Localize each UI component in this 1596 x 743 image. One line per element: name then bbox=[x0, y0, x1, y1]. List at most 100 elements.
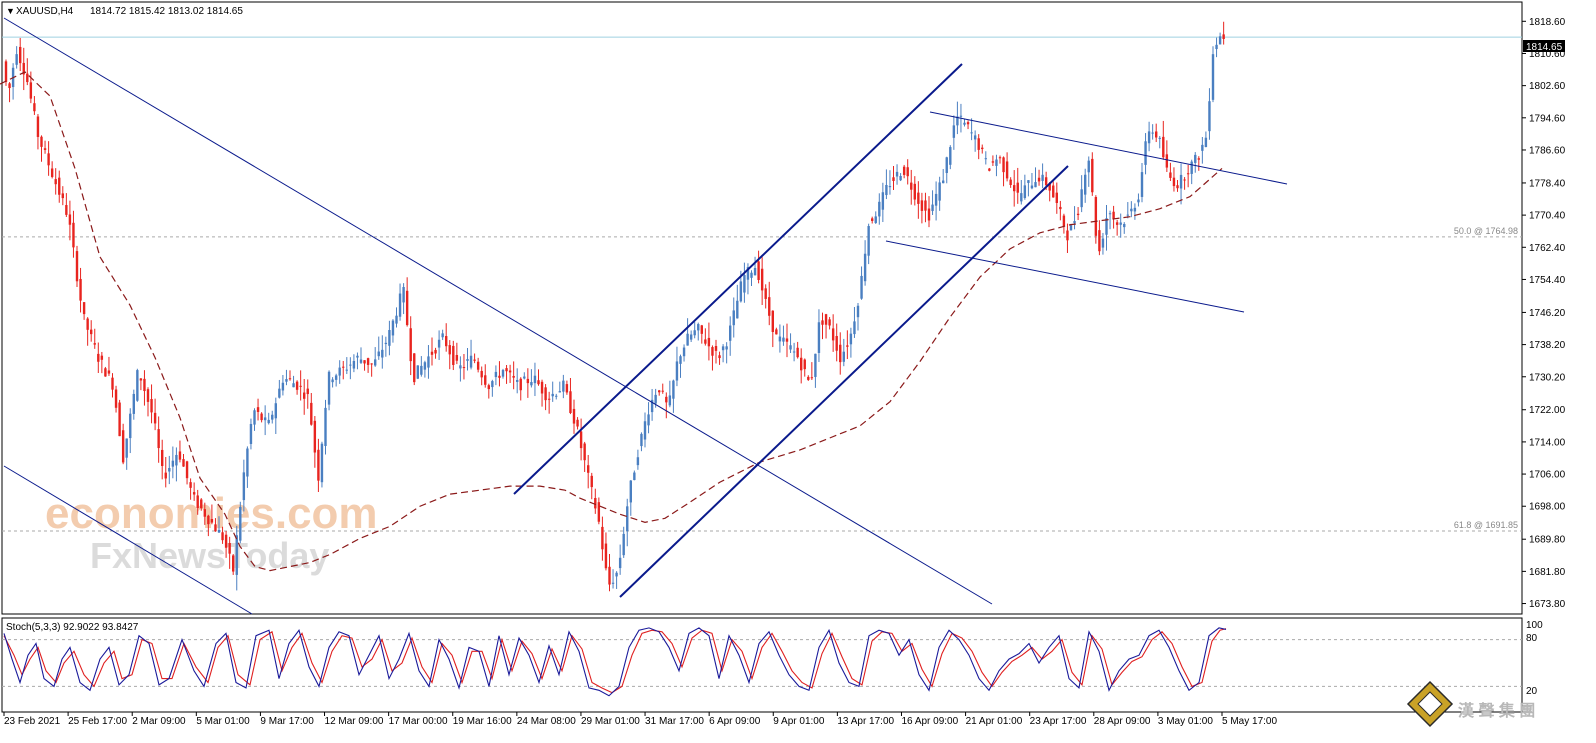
candle-body bbox=[327, 371, 331, 405]
watermark-economies: economies.com bbox=[45, 489, 378, 538]
y-tick-label: 1706.00 bbox=[1529, 470, 1566, 481]
candle-body bbox=[1140, 172, 1144, 197]
candle-body bbox=[516, 379, 519, 382]
candle-body bbox=[693, 330, 696, 336]
candle-body bbox=[906, 167, 909, 177]
candle-body bbox=[697, 324, 700, 331]
candle-body bbox=[1055, 192, 1058, 203]
candle-body bbox=[959, 115, 963, 117]
candle-body bbox=[455, 354, 459, 361]
candles-layer bbox=[4, 21, 1225, 592]
candle-body bbox=[100, 355, 104, 360]
candle-body bbox=[1158, 137, 1161, 139]
x-tick-label: 5 Mar 01:00 bbox=[196, 716, 250, 727]
y-tick-label: 1786.60 bbox=[1529, 145, 1566, 156]
candle-body bbox=[512, 375, 515, 378]
candle-body bbox=[679, 356, 682, 364]
y-tick-label: 1754.40 bbox=[1529, 275, 1566, 286]
candle-body bbox=[633, 472, 636, 481]
candle-body bbox=[452, 345, 455, 365]
candle-body bbox=[317, 449, 320, 481]
candle-body bbox=[90, 329, 93, 335]
candle-body bbox=[508, 370, 512, 373]
candle-body bbox=[82, 302, 86, 315]
candle-body bbox=[892, 177, 895, 181]
candle-body bbox=[75, 251, 79, 282]
candle-body bbox=[917, 192, 920, 204]
x-tick-label: 12 Mar 09:00 bbox=[325, 716, 384, 727]
candle-body bbox=[1211, 54, 1215, 100]
candle-body bbox=[668, 395, 672, 406]
candle-body bbox=[129, 413, 132, 439]
candle-body bbox=[161, 449, 164, 466]
candle-body bbox=[97, 353, 100, 362]
candle-body bbox=[949, 147, 952, 165]
candle-body bbox=[491, 381, 494, 388]
candle-body bbox=[1030, 185, 1034, 189]
candle-body bbox=[1162, 136, 1165, 158]
candle-body bbox=[303, 392, 306, 399]
candle-body bbox=[356, 355, 359, 358]
candle-body bbox=[43, 148, 47, 150]
candle-body bbox=[860, 275, 863, 299]
candle-body bbox=[352, 360, 356, 369]
candle-body bbox=[434, 349, 437, 354]
candle-body bbox=[871, 218, 874, 221]
candle-body bbox=[821, 320, 824, 325]
stoch-scale-20: 20 bbox=[1526, 686, 1538, 697]
candle-body bbox=[721, 346, 725, 351]
candle-body bbox=[750, 272, 753, 278]
candle-body bbox=[920, 200, 924, 211]
candle-body bbox=[998, 157, 1002, 159]
candle-body bbox=[72, 222, 75, 248]
candle-body bbox=[462, 367, 466, 369]
candle-body bbox=[40, 136, 43, 147]
candle-body bbox=[1176, 185, 1179, 189]
candle-body bbox=[771, 310, 774, 332]
x-tick-label: 2 Mar 09:00 bbox=[132, 716, 186, 727]
candle-body bbox=[1179, 174, 1183, 189]
candle-body bbox=[210, 518, 214, 523]
candle-body bbox=[121, 430, 125, 463]
candle-body bbox=[519, 378, 522, 391]
candle-body bbox=[537, 380, 540, 385]
y-tick-label: 1810.60 bbox=[1529, 49, 1566, 60]
x-tick-label: 31 Mar 17:00 bbox=[645, 716, 704, 727]
candle-body bbox=[1204, 137, 1208, 148]
candle-body bbox=[643, 421, 647, 440]
x-tick-label: 21 Apr 01:00 bbox=[966, 716, 1023, 727]
x-tick-label: 13 Apr 17:00 bbox=[837, 716, 894, 727]
main-panel-frame bbox=[1, 1, 1523, 615]
candle-body bbox=[228, 542, 231, 554]
candle-body bbox=[913, 183, 916, 200]
candle-body bbox=[551, 393, 554, 397]
y-tick-label: 1730.20 bbox=[1529, 372, 1566, 383]
candle-body bbox=[398, 293, 402, 317]
candle-body bbox=[1147, 131, 1151, 144]
candle-body bbox=[239, 506, 242, 541]
candle-body bbox=[405, 290, 409, 326]
x-tick-label: 16 Apr 09:00 bbox=[901, 716, 958, 727]
candle-body bbox=[285, 379, 288, 382]
candle-body bbox=[334, 375, 338, 380]
candle-body bbox=[945, 157, 948, 174]
candle-body bbox=[1101, 238, 1105, 248]
candle-body bbox=[416, 365, 419, 379]
candle-body bbox=[363, 360, 366, 364]
candle-body bbox=[523, 376, 526, 379]
candle-body bbox=[143, 378, 146, 392]
candle-body bbox=[157, 429, 160, 449]
candle-body bbox=[831, 328, 835, 341]
candle-body bbox=[1034, 182, 1037, 188]
candle-body bbox=[800, 357, 803, 371]
x-tick-label: 29 Mar 01:00 bbox=[581, 716, 640, 727]
candle-body bbox=[391, 320, 395, 336]
flag-upper bbox=[929, 111, 1288, 185]
candle-body bbox=[50, 168, 54, 177]
candle-body bbox=[1094, 197, 1098, 236]
candle-body bbox=[221, 532, 224, 541]
fib-level-label: 50.0 @ 1764.98 bbox=[1454, 226, 1518, 236]
candle-body bbox=[1105, 218, 1108, 235]
candle-body bbox=[778, 336, 782, 342]
candle-body bbox=[533, 375, 537, 384]
